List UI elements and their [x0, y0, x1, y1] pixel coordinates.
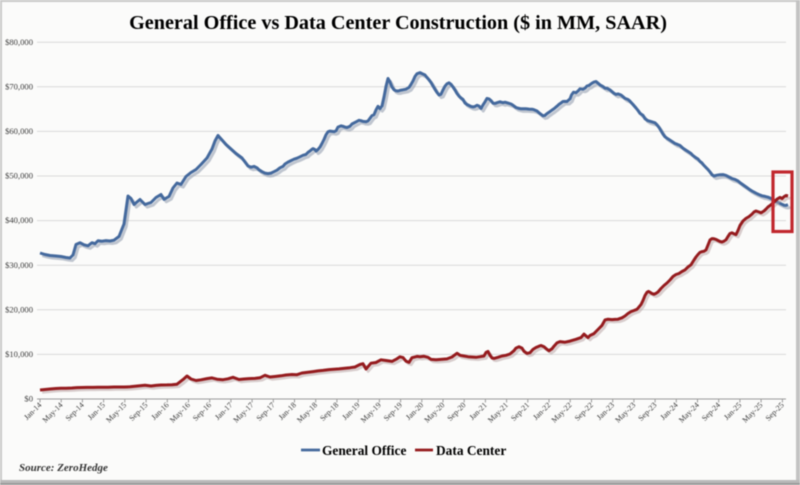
svg-text:Source: ZeroHedge: Source: ZeroHedge: [19, 462, 108, 474]
svg-text:General Office: General Office: [322, 443, 406, 458]
svg-text:$30,000: $30,000: [5, 260, 33, 270]
svg-text:$80,000: $80,000: [5, 37, 33, 47]
svg-text:Data Center: Data Center: [436, 443, 506, 458]
svg-text:$20,000: $20,000: [5, 304, 33, 314]
svg-text:$40,000: $40,000: [5, 215, 33, 225]
svg-text:$60,000: $60,000: [5, 126, 33, 136]
svg-text:General Office vs Data Center: General Office vs Data Center Constructi…: [129, 12, 667, 34]
svg-text:$70,000: $70,000: [5, 81, 33, 91]
svg-text:$50,000: $50,000: [5, 171, 33, 181]
svg-text:$0: $0: [24, 394, 33, 404]
svg-text:$10,000: $10,000: [5, 349, 33, 359]
